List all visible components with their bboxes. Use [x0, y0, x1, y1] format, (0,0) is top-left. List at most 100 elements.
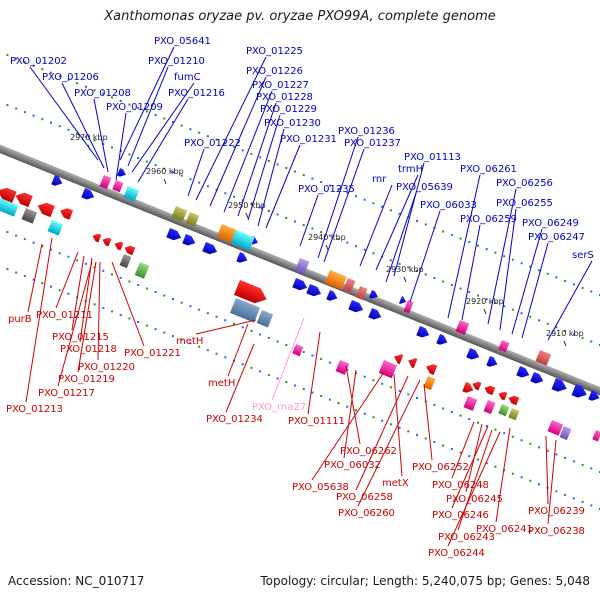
inner-dot-row-top: [328, 234, 331, 237]
plus-strand-gene: [369, 290, 378, 299]
inner-dot-row-bottom: [215, 315, 218, 318]
inner-dot-row-top: [137, 156, 140, 159]
outer-dot-row-bottom: [363, 412, 366, 415]
inner-dot-row-top: [320, 231, 323, 234]
outer-dot-row-top: [58, 75, 61, 78]
top-leader-line: [499, 208, 517, 331]
outer-dot-row-bottom: [564, 493, 567, 496]
inner-dot-row-top: [389, 259, 392, 262]
top-leader-line: [187, 148, 205, 197]
top-leader-line: [127, 66, 169, 167]
top-gene-label: PXO_01235: [298, 184, 355, 195]
inner-dot-row-top: [259, 206, 262, 209]
outer-dot-row-bottom: [302, 388, 305, 391]
inner-dot-row-bottom: [363, 375, 366, 378]
outer-dot-row-top: [381, 205, 384, 208]
inner-dot-row-top: [546, 322, 549, 325]
inner-dot-row-top: [102, 142, 105, 145]
bottom-gene-label: PXO_rna27: [252, 402, 306, 413]
inner-dot-row-bottom: [311, 354, 314, 357]
plus-strand-gene: [416, 326, 430, 338]
inner-dot-row-bottom: [23, 238, 26, 241]
outer-dot-row-top: [285, 166, 288, 169]
outer-dot-row-bottom: [128, 317, 131, 320]
bottom-gene-label: PXO_01217: [38, 388, 95, 399]
outer-dot-row-top: [320, 181, 323, 184]
minus-strand-gene-large: [234, 280, 267, 304]
top-leader-line: [137, 98, 189, 183]
outer-dot-row-bottom: [381, 419, 384, 422]
minus-strand-gene: [408, 358, 418, 369]
top-leader-line: [375, 174, 419, 271]
inner-dot-row-bottom: [468, 418, 471, 421]
inner-dot-row-top: [93, 139, 96, 142]
minus-strand-gene: [15, 192, 33, 208]
bottom-leader-line: [307, 331, 321, 415]
bottom-leader-line: [447, 431, 501, 547]
top-gene-label: PXO_01210: [148, 56, 205, 67]
bottom-leader-line: [547, 439, 557, 525]
outer-dot-row-bottom: [58, 289, 61, 292]
inner-dot-row-bottom: [285, 343, 288, 346]
gene-feature-box: [112, 180, 124, 193]
outer-dot-row-top: [206, 135, 209, 138]
outer-dot-row-top: [450, 234, 453, 237]
tick-mark: [325, 244, 329, 251]
outer-dot-row-bottom: [41, 282, 44, 285]
bottom-gene-label: PXO_06241: [476, 524, 533, 535]
inner-dot-row-bottom: [494, 428, 497, 431]
accession-text: Accession: NC_010717: [8, 574, 145, 588]
top-gene-label: PXO_01237: [344, 138, 401, 149]
plus-strand-gene: [348, 300, 364, 313]
bottom-leader-line: [457, 429, 493, 531]
tick-label: 2920 kbp: [466, 297, 504, 306]
top-leader-line: [461, 224, 481, 321]
inner-dot-row-top: [564, 329, 567, 332]
outer-dot-row-bottom: [172, 335, 174, 338]
minus-strand-gene: [37, 202, 55, 218]
bottom-leader-line: [355, 375, 409, 491]
outer-dot-row-top: [372, 202, 375, 205]
bottom-gene-label: PXO_06262: [340, 446, 397, 457]
inner-dot-row-top: [189, 178, 192, 181]
inner-dot-row-bottom: [381, 382, 384, 385]
inner-dot-row-top: [276, 213, 279, 216]
inner-dot-row-bottom: [546, 449, 549, 452]
bottom-gene-label: PXO_06245: [446, 494, 503, 505]
bottom-gene-label: PXO_06248: [432, 480, 489, 491]
inner-dot-row-bottom: [450, 411, 453, 414]
outer-dot-row-top: [355, 195, 357, 198]
plus-strand-gene: [436, 334, 448, 345]
bottom-gene-label: PXO_01218: [60, 344, 117, 355]
gene-feature-box: [463, 395, 478, 411]
outer-dot-row-bottom: [581, 500, 584, 503]
gene-feature-box: [0, 198, 19, 217]
inner-dot-row-bottom: [128, 280, 131, 283]
inner-dot-row-top: [233, 195, 235, 198]
outer-dot-row-bottom: [206, 349, 209, 352]
outer-dot-row-bottom: [485, 462, 488, 465]
outer-dot-row-top: [111, 96, 113, 99]
inner-dot-row-bottom: [172, 298, 174, 301]
outer-dot-row-bottom: [23, 275, 26, 278]
outer-dot-row-top: [363, 198, 366, 201]
outer-dot-row-top: [424, 223, 427, 226]
bottom-leader-line: [495, 427, 511, 523]
top-leader-line: [511, 228, 543, 335]
inner-dot-row-bottom: [389, 386, 392, 389]
outer-dot-row-top: [555, 276, 558, 279]
outer-dot-row-bottom: [511, 472, 514, 475]
tick-label: 2960 kbp: [146, 167, 184, 176]
plus-strand-gene: [292, 278, 308, 291]
inner-dot-row-top: [41, 118, 44, 121]
plus-strand-gene: [486, 356, 498, 367]
bottom-gene-label: PXO_01219: [58, 374, 115, 385]
bottom-leader-line: [345, 365, 361, 445]
inner-dot-row-bottom: [84, 262, 87, 265]
gene-feature-box: [592, 429, 600, 442]
inner-dot-row-bottom: [76, 259, 79, 262]
top-leader-line: [409, 210, 441, 303]
top-gene-label: PXO_06033: [420, 200, 477, 211]
top-gene-label: PXO_01228: [256, 92, 313, 103]
gene-feature-box: [47, 220, 64, 236]
